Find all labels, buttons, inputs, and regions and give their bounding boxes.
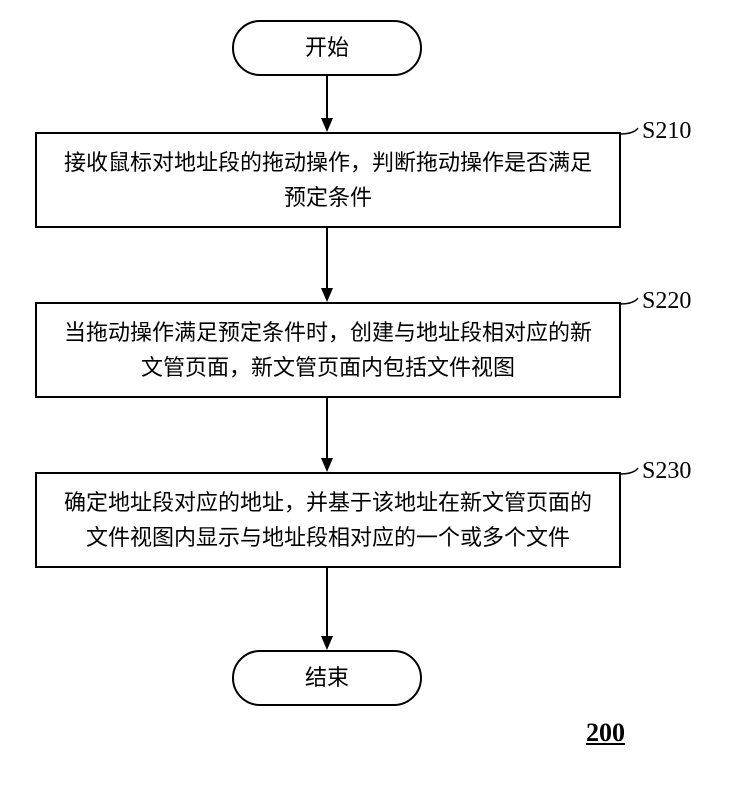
step-label-s210: S210 — [642, 118, 691, 145]
flow-step-s220: 当拖动操作满足预定条件时，创建与地址段相对应的新文管页面，新文管页面内包括文件视… — [35, 302, 621, 398]
flow-step-s210: 接收鼠标对地址段的拖动操作，判断拖动操作是否满足预定条件 — [35, 132, 621, 228]
step-label-s220: S220 — [642, 288, 691, 315]
flow-step-s210-text: 接收鼠标对地址段的拖动操作，判断拖动操作是否满足预定条件 — [57, 145, 599, 215]
diagram-number: 200 — [586, 718, 625, 748]
flow-end-text: 结束 — [305, 660, 349, 695]
flow-step-s230-text: 确定地址段对应的地址，并基于该地址在新文管页面的文件视图内显示与地址段相对应的一… — [57, 485, 599, 555]
step-label-s230: S230 — [642, 458, 691, 485]
flow-end-terminal: 结束 — [232, 650, 422, 706]
flow-step-s220-text: 当拖动操作满足预定条件时，创建与地址段相对应的新文管页面，新文管页面内包括文件视… — [57, 315, 599, 385]
flow-step-s230: 确定地址段对应的地址，并基于该地址在新文管页面的文件视图内显示与地址段相对应的一… — [35, 472, 621, 568]
flow-start-terminal: 开始 — [232, 20, 422, 76]
flow-start-text: 开始 — [305, 30, 349, 65]
